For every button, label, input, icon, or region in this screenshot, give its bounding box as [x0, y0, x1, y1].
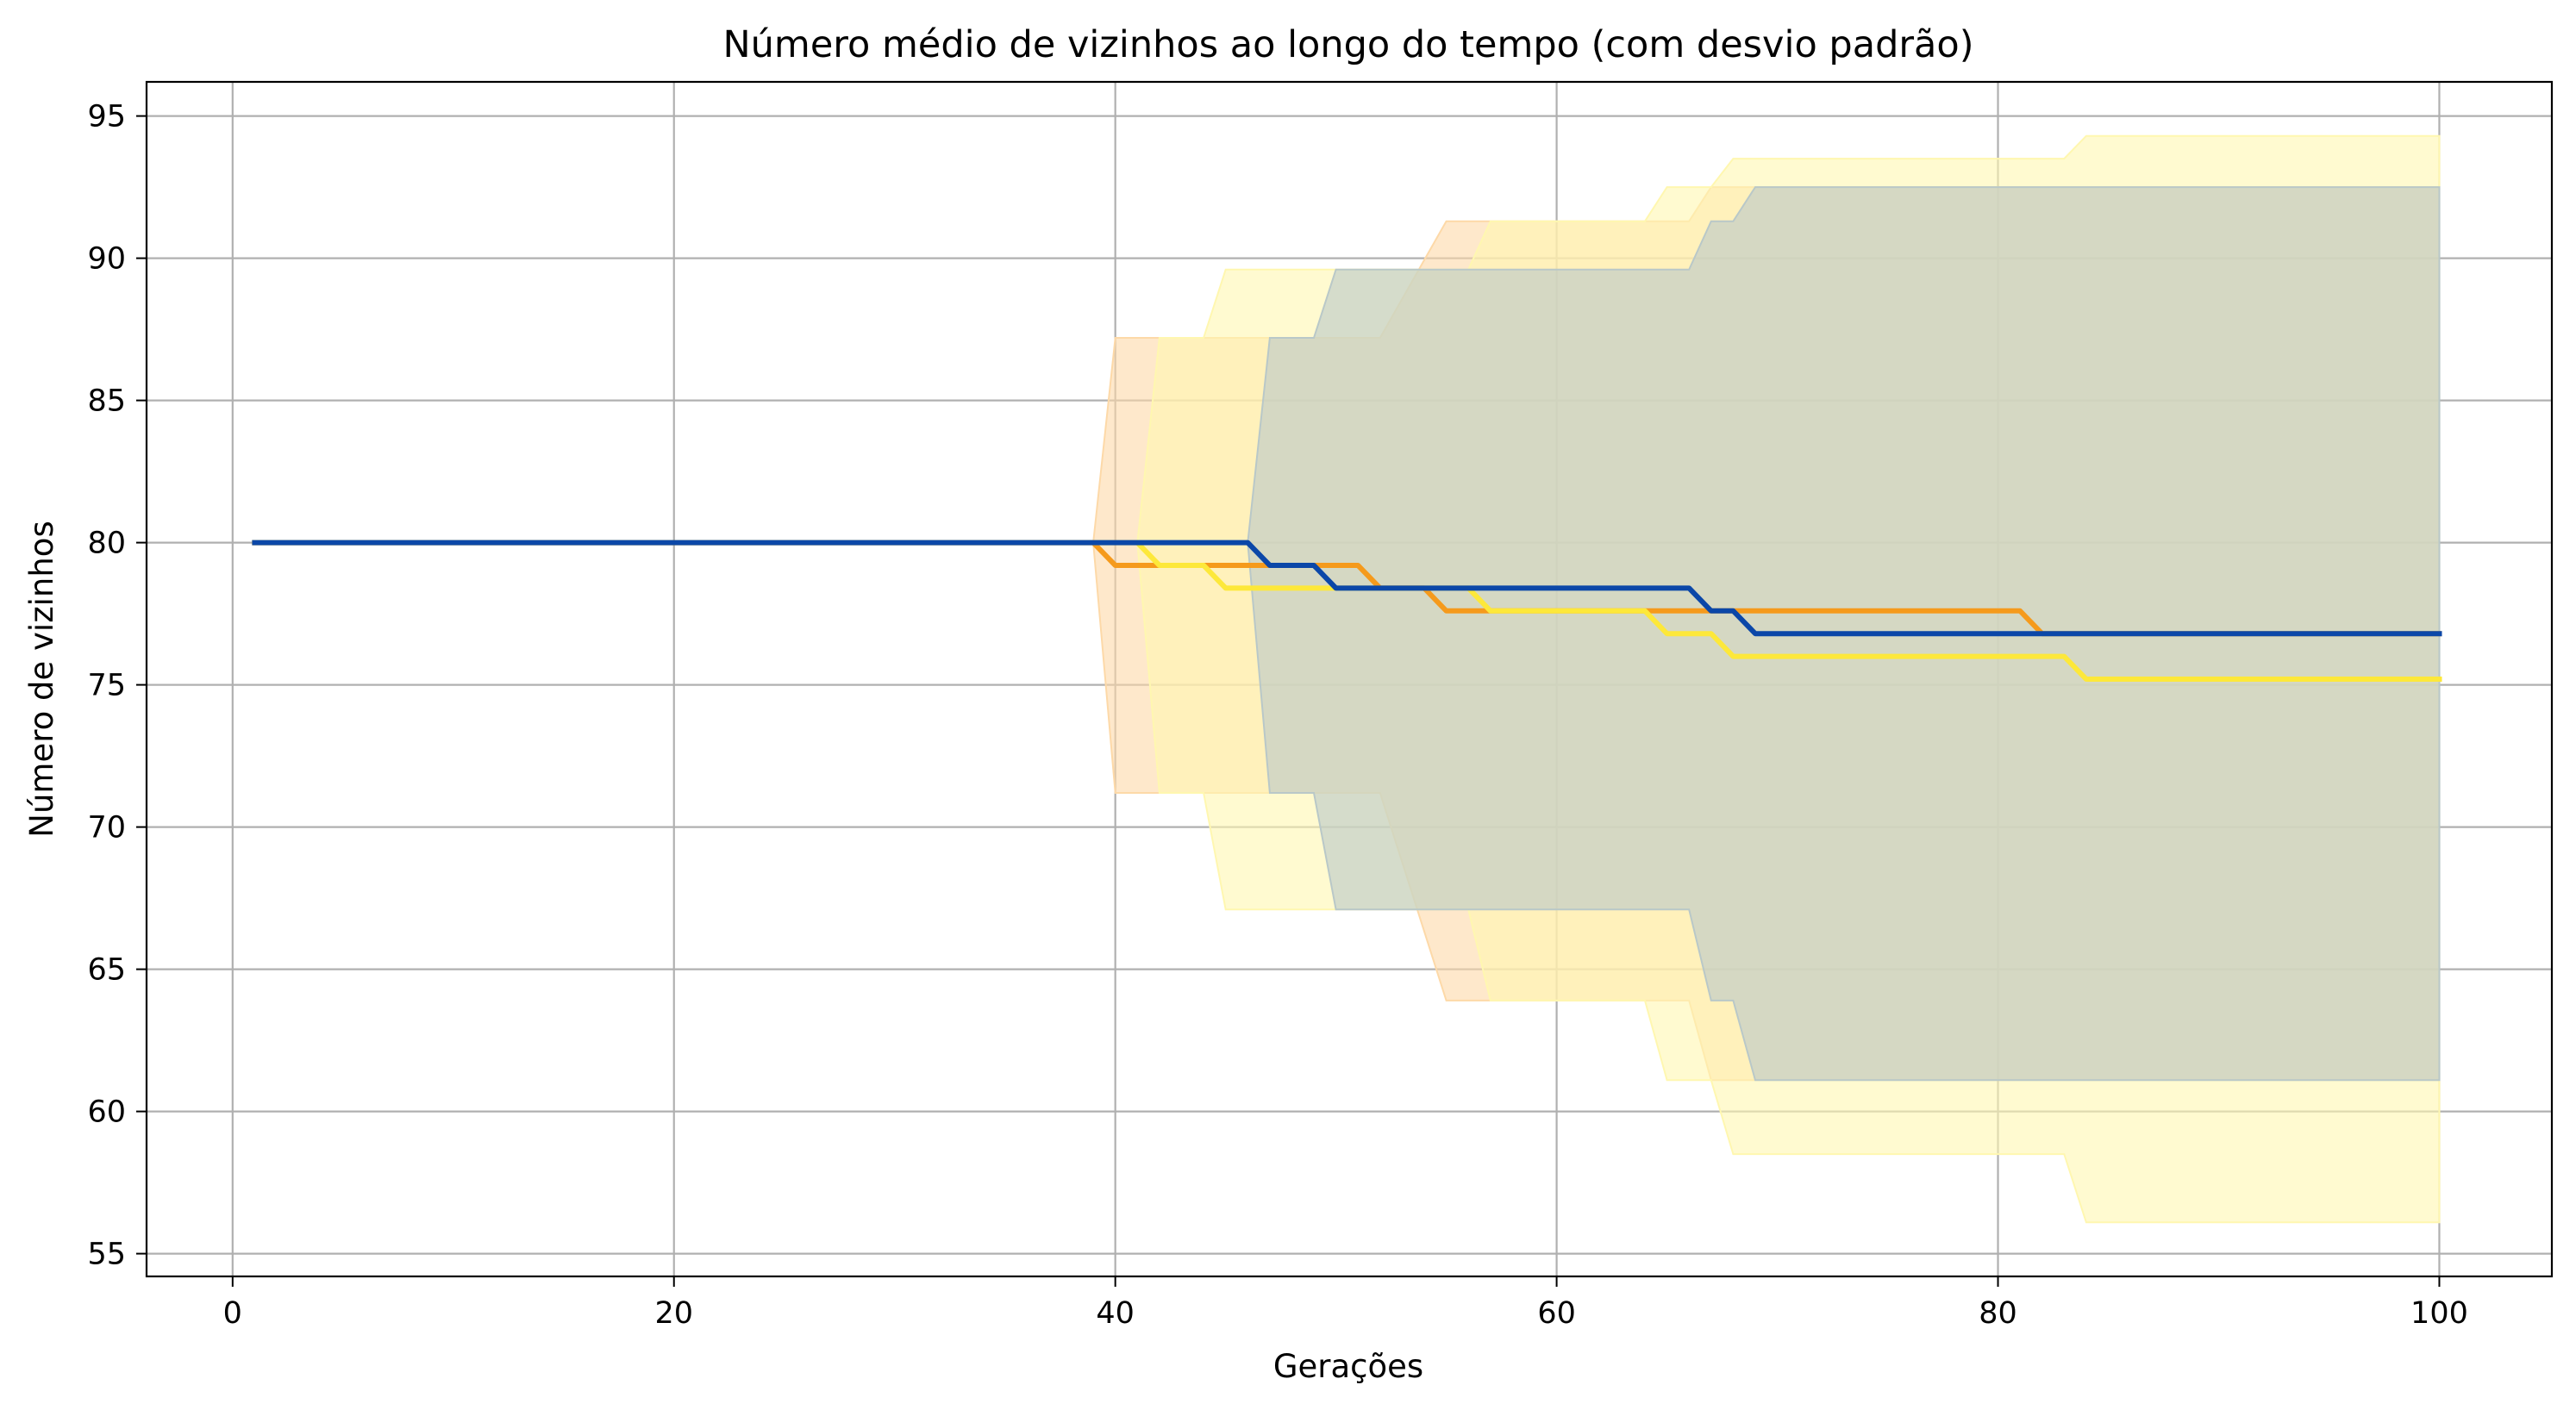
y-tick-label: 65: [87, 953, 126, 988]
tick-labels: 0 20 40 60 80 100 55 60 65 70 75 80 85 90 95: [87, 100, 2467, 1331]
x-axis-label: Gerações: [1273, 1348, 1423, 1385]
chart-title: Número médio de vizinhos ao longo do tem…: [723, 23, 1974, 66]
y-tick-label: 55: [87, 1238, 126, 1272]
mean-line-3: [252, 540, 2442, 637]
x-tick-label: 100: [2410, 1296, 2468, 1331]
mean-line-2: [252, 540, 2442, 682]
x-tick-label: 0: [223, 1296, 242, 1331]
x-tick-label: 40: [1096, 1296, 1135, 1331]
y-tick-label: 85: [87, 384, 126, 419]
y-tick-label: 90: [87, 242, 126, 277]
x-tick-label: 20: [654, 1296, 693, 1331]
y-tick-label: 95: [87, 100, 126, 134]
y-tick-label: 70: [87, 811, 126, 845]
y-tick-label: 75: [87, 669, 126, 703]
ticks: [136, 115, 2441, 1287]
y-tick-label: 80: [87, 527, 126, 561]
x-tick-label: 60: [1537, 1296, 1576, 1331]
plot-frame: [145, 80, 2554, 1278]
y-tick-label: 60: [87, 1095, 126, 1130]
y-axis-label: Número de vizinhos: [23, 521, 60, 837]
x-tick-label: 80: [1979, 1296, 2017, 1331]
mean-lines: [252, 540, 2442, 682]
